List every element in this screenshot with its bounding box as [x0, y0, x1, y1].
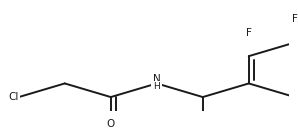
Text: O: O	[107, 119, 115, 129]
Text: Cl: Cl	[8, 92, 19, 102]
Text: F: F	[246, 28, 252, 38]
Text: N: N	[153, 74, 161, 84]
Text: H: H	[153, 82, 160, 91]
Text: F: F	[292, 14, 298, 24]
